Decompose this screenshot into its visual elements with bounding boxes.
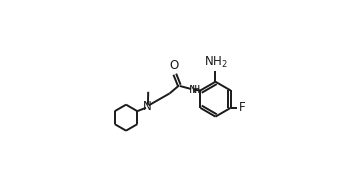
Text: F: F [239,101,245,114]
Text: N: N [189,85,197,95]
Text: N: N [143,100,152,113]
Text: H: H [192,85,200,95]
Text: NH$_2$: NH$_2$ [203,55,227,70]
Text: O: O [170,59,179,72]
